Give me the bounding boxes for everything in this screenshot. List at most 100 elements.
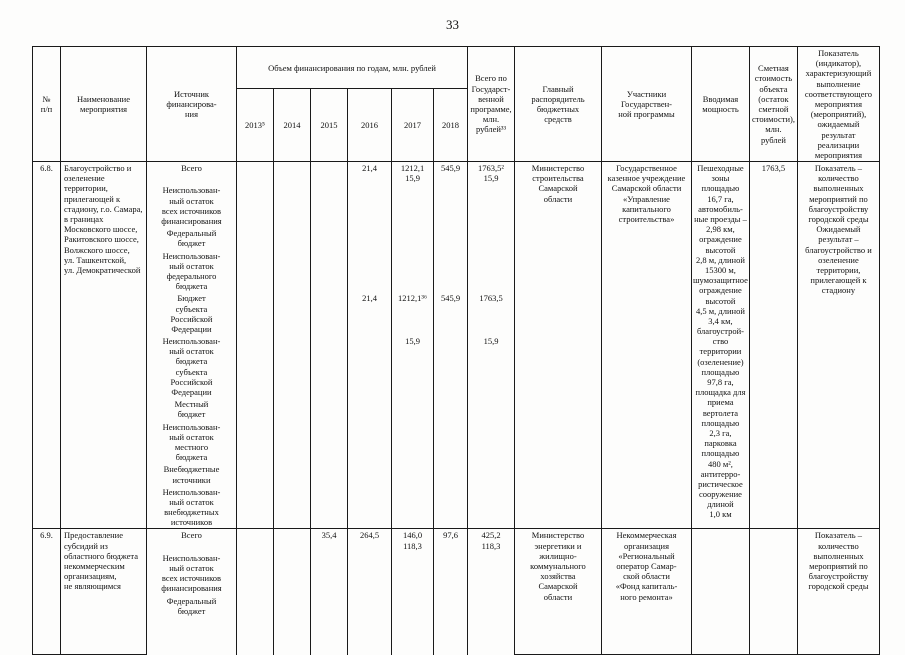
funding-source-label: Бюджет субъекта Российской Федерации (146, 292, 237, 336)
budget-manager: Министерство строительства Самарской обл… (514, 161, 602, 530)
funding-value: 264,5 (347, 528, 392, 552)
page-number: 33 (446, 17, 459, 32)
funding-value (236, 335, 274, 399)
capacity: Пешеходные зоны площадью 16,7 га, автомо… (691, 161, 750, 530)
header-indicator: Показатель (индикатор), характеризующий … (796, 45, 880, 163)
funding-value (236, 463, 274, 486)
funding-value (310, 551, 348, 595)
funding-value (236, 398, 274, 421)
funding-value (310, 227, 348, 250)
header-num: № п/п (32, 45, 61, 163)
funding-value: 21,4 (347, 292, 392, 336)
funding-value (391, 420, 434, 464)
funding-value (433, 398, 468, 421)
header-participants: Участники Государствен- ной программы (601, 45, 692, 163)
funding-source-label: Неиспользован- ный остаток федерального … (146, 249, 237, 293)
funding-value (347, 227, 392, 250)
funding-value (273, 398, 311, 421)
funding-value: 35,4 (310, 528, 348, 552)
funding-source-label: Неиспользован- ный остаток бюджета субъе… (146, 335, 237, 399)
budget-manager: Министерство энергетики и жилищно- комму… (514, 528, 602, 655)
funding-value (347, 485, 392, 529)
funding-value (433, 249, 468, 293)
funding-source-row: Неиспользован- ный остаток всех источник… (33, 184, 880, 228)
header-capacity: Вводимая мощность (691, 45, 750, 163)
funding-source-label: Всего (146, 161, 237, 185)
funding-value (347, 184, 392, 228)
funding-source-label: Неиспользован- ный остаток всех источник… (146, 184, 237, 228)
funding-value: 146,0 118,3 (391, 528, 434, 552)
estimated-cost (748, 528, 798, 655)
funding-value (347, 398, 392, 421)
funding-value (347, 249, 392, 293)
funding-value (236, 227, 274, 250)
funding-value (433, 420, 468, 464)
funding-value (310, 335, 348, 399)
funding-value (310, 398, 348, 421)
funding-value (273, 420, 311, 464)
funding-value (391, 594, 434, 655)
row-number: 6.8. (32, 161, 61, 530)
funding-value: 21,4 (347, 161, 392, 185)
funding-source-label: Местный бюджет (146, 398, 237, 421)
funding-value: 545,9 (433, 292, 468, 336)
funding-value (310, 485, 348, 529)
funding-source-label: Неиспользован- ный остаток местного бюдж… (146, 420, 237, 464)
funding-value (347, 594, 392, 655)
funding-value (273, 528, 311, 552)
funding-source-row: Неиспользован- ный остаток всех источник… (33, 551, 880, 595)
header-activity-name: Наименование мероприятия (60, 45, 147, 163)
funding-value (391, 227, 434, 250)
funding-value (273, 184, 311, 228)
indicator: Показатель – количество выполненных меро… (796, 528, 880, 655)
funding-source-row: Неиспользован- ный остаток федерального … (33, 249, 880, 293)
indicator: Показатель – количество выполненных меро… (796, 161, 880, 530)
funding-value (273, 292, 311, 336)
header-budget-manager: Главный распорядитель бюджетных средств (514, 45, 602, 163)
program-participants: Государственное казенное учреждение Сама… (601, 161, 692, 530)
activity-name: Благоустройство и озеленение территории,… (60, 161, 147, 530)
funding-value (347, 420, 392, 464)
funding-value (347, 335, 392, 399)
funding-source-label: Федеральный бюджет (146, 227, 237, 250)
funding-total-value: 1763,5 (467, 292, 515, 336)
header-year-2016: 2016 (347, 88, 392, 163)
funding-value (236, 420, 274, 464)
header-year-2015: 2015 (310, 88, 348, 163)
activity-name: Предоставление субсидий из областного бю… (60, 528, 147, 655)
funding-value (236, 551, 274, 595)
funding-value (391, 249, 434, 293)
funding-total-value (467, 551, 515, 595)
funding-total-value (467, 594, 515, 655)
funding-total-value (467, 398, 515, 421)
funding-value (433, 335, 468, 399)
funding-value (273, 463, 311, 486)
funding-value (273, 485, 311, 529)
funding-total-value (467, 420, 515, 464)
funding-source-row: Неиспользован- ный остаток местного бюдж… (33, 420, 880, 464)
funding-source-row: Внебюджетные источники (33, 463, 880, 486)
funding-value: 1212,1³⁶ (391, 292, 434, 336)
funding-value (433, 184, 468, 228)
financing-table: № п/п Наименование мероприятия Источник … (32, 45, 880, 655)
funding-total-value: 15,9 (467, 335, 515, 399)
funding-total-value: 425,2 118,3 (467, 528, 515, 552)
funding-source-row: Бюджет субъекта Российской Федерации 21,… (33, 292, 880, 336)
funding-source-label: Всего (146, 528, 237, 552)
header-estimated-cost: Сметная стоимость объекта (остаток сметн… (748, 45, 798, 163)
funding-value (236, 292, 274, 336)
funding-value (310, 420, 348, 464)
funding-value (236, 594, 274, 655)
funding-value (433, 227, 468, 250)
funding-source-row: Местный бюджет (33, 398, 880, 421)
header-year-2013: 2013⁵ (236, 88, 274, 163)
funding-total-value (467, 485, 515, 529)
funding-value: 545,9 (433, 161, 468, 185)
funding-total-value (467, 184, 515, 228)
funding-value (236, 528, 274, 552)
funding-value (391, 398, 434, 421)
funding-total-value (467, 249, 515, 293)
header-year-2018: 2018 (433, 88, 468, 163)
table-row-6-9: 6.9. Предоставление субсидий из областно… (32, 528, 880, 655)
